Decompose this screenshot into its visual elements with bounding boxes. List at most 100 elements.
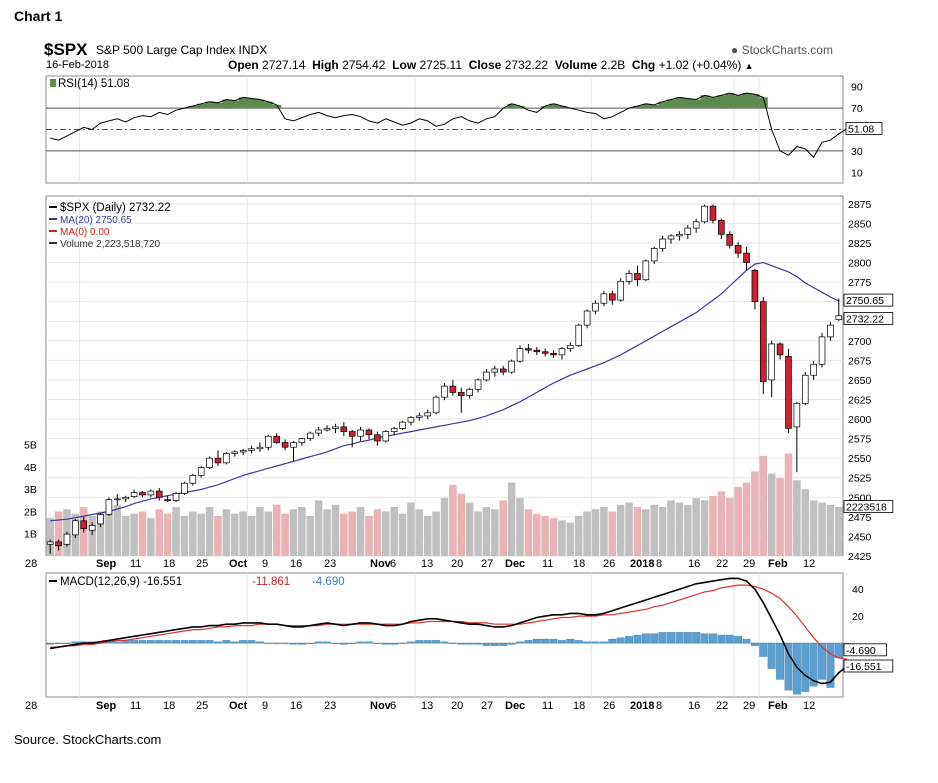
candle-body [357,429,364,437]
macd-hist-last-label: -4.690 [846,645,876,657]
macd-histogram-bar [130,640,139,644]
rsi-legend: RSI(14) 51.08 [58,78,130,90]
volume-bar [147,518,155,556]
macd-histogram-bar [432,640,441,644]
candle-body [801,374,809,404]
price-x-tick-label: 9 [262,558,268,570]
candle-body [206,457,213,468]
macd-histogram-bar [247,640,256,644]
rsi-overbought-fill [540,105,550,109]
macd-histogram-bar [63,642,71,644]
candle-body [164,499,171,502]
rsi-overbought-fill [733,95,743,109]
macd-x-tick-label: 9 [262,700,268,712]
candle-body [432,396,440,414]
volume-bar [465,502,474,556]
macd-histogram-bar [549,638,558,644]
macd-histogram-bar [625,636,633,644]
candle-body [315,429,322,434]
macd-histogram-bar [700,633,709,644]
volume-bar [440,498,449,556]
candle-body [567,345,574,349]
candle-body [684,227,692,235]
rsi-overbought-fill [725,93,735,109]
candle-body [265,435,272,448]
macd-histogram-bar [759,642,768,657]
rsi-overbought-fill [507,103,517,109]
volume-bar [566,522,575,556]
volume-bar [289,509,298,556]
candle-body [491,368,499,373]
macd-histogram-bar [507,642,516,645]
candle-body [634,273,641,281]
candle-body [424,412,432,417]
price-x-tick-label: 25 [196,558,208,570]
candle-body [726,233,734,246]
candle-body [525,348,532,351]
macd-histogram-bar [734,636,743,644]
volume-bar [784,453,793,556]
candle-body [659,238,666,249]
macd-histogram-bar [323,641,331,644]
candle-body [407,417,415,423]
rsi-overbought-fill [708,97,718,109]
rsi-overbought-fill [272,104,282,109]
volume-bar [574,515,583,556]
macd-histogram-bar [591,641,600,644]
price-x-tick-label: Sep [96,558,116,570]
price-tick-label: 2475 [848,512,872,524]
volume-bar [474,511,482,556]
rsi-overbought-fill [700,95,710,109]
macd-histogram-bar [448,642,457,644]
volume-bar [163,513,172,556]
candle-body [197,467,205,476]
macd-histogram-bar [365,641,373,644]
close-last-label-box [843,312,894,325]
volume-bar [365,515,373,556]
candle-body [306,432,314,439]
macd-histogram-bar [54,642,63,644]
volume-bar [835,507,843,556]
candle-body [147,490,155,496]
volume-bar [381,511,390,556]
macd-histogram-bar [834,642,843,659]
candle-body [483,371,490,381]
candle-body [508,360,515,373]
volume-bar [356,507,365,556]
volume-last-label: 2223518 [846,502,887,514]
macd-histogram-bar [339,642,348,645]
candle-body [80,520,88,529]
volume-bar [323,509,331,556]
stockcharts-brand[interactable]: ● StockCharts.com [731,43,833,57]
macd-histogram-bar [482,642,491,646]
macd-histogram-bar [331,642,340,644]
rsi-overbought-fill [205,101,215,109]
price-tick-label: 2525 [848,473,872,485]
candle-body [114,498,121,501]
rsi-overbought-fill [658,101,668,109]
volume-tick-label: 2B [24,506,37,518]
macd-histogram-bar [490,642,499,646]
price-legend-entry: Volume 2,223,518,720 [60,239,161,250]
volume-bar [725,498,734,556]
volume-bar [591,509,600,556]
macd-histogram-bar [683,632,692,644]
rsi-overbought-fill [691,99,701,109]
macd-histogram-bar [784,642,793,691]
macd-histogram-bar [599,641,608,644]
price-x-tick-label: 16 [290,558,302,570]
macd-histogram-bar [407,641,415,644]
macd-histogram-bar [423,640,432,644]
rsi-overbought-fill [238,97,248,109]
volume-bar [348,511,356,556]
price-x-tick-label: Dec [505,558,525,570]
macd-histogram-bar [709,633,717,644]
candle-body [239,449,247,453]
rsi-overbought-fill [750,94,760,109]
macd-last-label-box [843,659,894,673]
volume-bar [776,478,784,556]
volume-bar [524,509,533,556]
volume-bar [239,511,247,556]
candle-body [676,233,683,237]
volume-tick-label: 5B [24,440,37,452]
